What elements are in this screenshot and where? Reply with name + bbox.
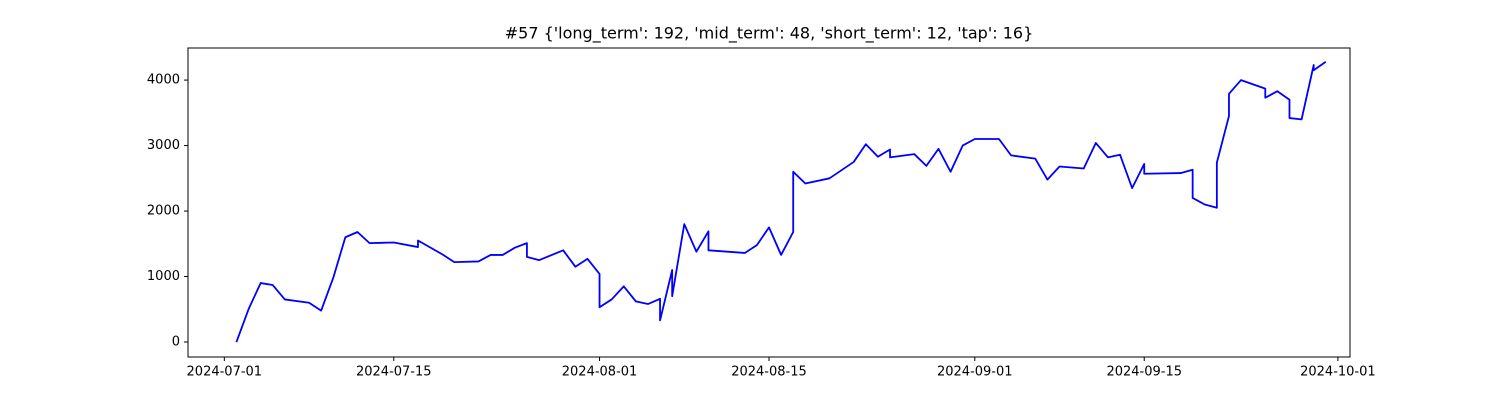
- y-tick-label: 3000: [147, 138, 180, 153]
- x-tick-label: 2024-07-01: [187, 365, 263, 380]
- x-tick-label: 2024-08-15: [731, 365, 807, 380]
- y-tick-label: 1000: [147, 269, 180, 284]
- y-tick-label: 4000: [147, 73, 180, 88]
- plot-frame: [187, 47, 1351, 358]
- line-series: [235, 61, 1327, 343]
- x-tick-label: 2024-09-15: [1106, 365, 1182, 380]
- x-tick-label: 2024-07-15: [356, 365, 432, 380]
- x-tick-label: 2024-09-01: [937, 365, 1013, 380]
- chart-title: #57 {'long_term': 192, 'mid_term': 48, '…: [505, 24, 1034, 44]
- y-tick-label: 2000: [147, 204, 180, 219]
- x-tick-label: 2024-10-01: [1300, 365, 1376, 380]
- x-tick-label: 2024-08-01: [562, 365, 638, 380]
- y-tick-label: 0: [172, 335, 180, 350]
